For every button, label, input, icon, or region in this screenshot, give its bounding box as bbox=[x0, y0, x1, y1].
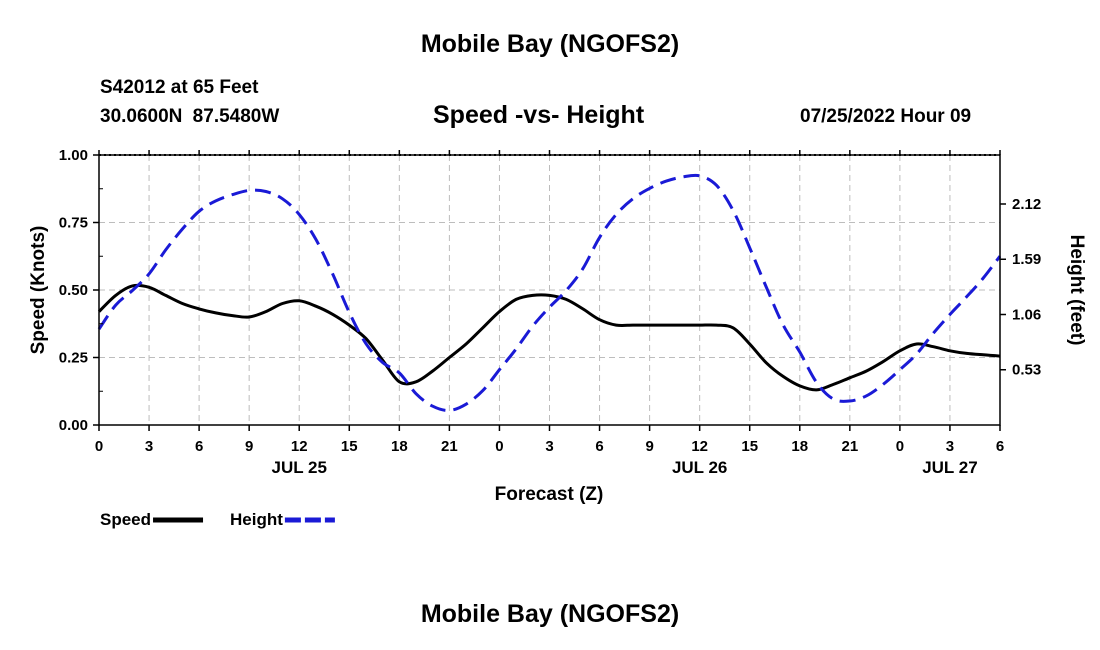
x-tick-label: 6 bbox=[595, 438, 603, 455]
series-group bbox=[97, 173, 1002, 412]
x-tick-label: 0 bbox=[495, 438, 503, 455]
grid bbox=[99, 155, 1000, 425]
y-tick-label: 0.25 bbox=[59, 350, 88, 367]
axes: 0 3 6 9 12 15 18 21 0 3 6 9 12 15 18 21 0 3 6 0.00 0.25 0.50 0… bbox=[59, 147, 1041, 477]
x-tick-label: 6 bbox=[195, 438, 203, 455]
date-label: JUL 26 bbox=[672, 458, 727, 477]
y-tick-label: 1.00 bbox=[59, 147, 88, 164]
x-tick-label: 12 bbox=[691, 438, 708, 455]
footer-title: Mobile Bay (NGOFS2) bbox=[420, 600, 680, 628]
y2-tick-label: 0.53 bbox=[1012, 362, 1041, 379]
x-tick-label: 15 bbox=[341, 438, 358, 455]
x-axis-label: Forecast (Z) bbox=[495, 484, 604, 505]
x-tick-label: 18 bbox=[791, 438, 808, 455]
speed-legend-label: Speed bbox=[100, 510, 151, 529]
x-tick-label: 9 bbox=[245, 438, 253, 455]
station-label: S42012 at 65 Feet bbox=[100, 77, 259, 98]
x-tick-label: 21 bbox=[841, 438, 858, 455]
height-series-line bbox=[97, 173, 1002, 412]
speed-series-line bbox=[97, 283, 1001, 392]
datetime-label: 07/25/2022 Hour 09 bbox=[800, 106, 972, 127]
y-tick-label: 0.50 bbox=[59, 282, 88, 299]
x-tick-label: 12 bbox=[291, 438, 308, 455]
x-tick-label: 18 bbox=[391, 438, 408, 455]
page-title: Mobile Bay (NGOFS2) bbox=[420, 30, 680, 58]
date-label: JUL 27 bbox=[922, 458, 977, 477]
x-tick-label: 3 bbox=[946, 438, 954, 455]
y-tick-label: 0.00 bbox=[59, 417, 88, 434]
y2-tick-label: 1.06 bbox=[1012, 306, 1041, 323]
legend: Speed Height bbox=[100, 510, 335, 529]
x-tick-label: 0 bbox=[95, 438, 103, 455]
y-tick-label: 0.75 bbox=[59, 215, 88, 232]
y2-axis-label: Height (feet) bbox=[1066, 235, 1087, 346]
x-tick-label: 9 bbox=[645, 438, 653, 455]
y-axis-label: Speed (Knots) bbox=[28, 226, 49, 355]
x-tick-label: 21 bbox=[441, 438, 458, 455]
x-tick-label: 15 bbox=[741, 438, 758, 455]
x-tick-label: 0 bbox=[896, 438, 904, 455]
coordinates-label: 30.0600N 87.5480W bbox=[100, 106, 280, 127]
height-legend-label: Height bbox=[230, 510, 283, 529]
y2-tick-label: 2.12 bbox=[1012, 196, 1041, 213]
x-tick-label: 3 bbox=[545, 438, 553, 455]
y2-tick-label: 1.59 bbox=[1012, 251, 1041, 268]
chart-title: Speed -vs- Height bbox=[433, 101, 645, 129]
x-tick-label: 6 bbox=[996, 438, 1004, 455]
date-label: JUL 25 bbox=[271, 458, 326, 477]
x-tick-label: 3 bbox=[145, 438, 153, 455]
